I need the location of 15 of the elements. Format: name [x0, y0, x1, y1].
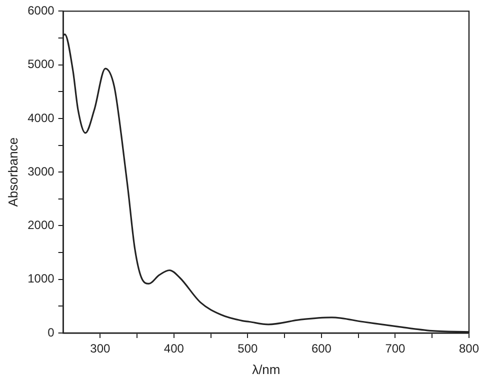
x-tick-label: 600	[311, 342, 332, 356]
x-tick-label: 500	[238, 342, 258, 356]
y-tick-label: 6000	[28, 4, 55, 18]
x-tick-label: 800	[458, 342, 480, 356]
y-tick-label: 0	[48, 325, 55, 340]
x-tick-label: 700	[385, 342, 406, 356]
y-tick-label: 3000	[28, 164, 55, 178]
x-tick-label: 400	[164, 342, 184, 356]
x-axis-title: λ/nm	[252, 362, 280, 377]
y-axis-title: Absorbance	[5, 137, 20, 207]
y-tick-label: 5000	[28, 57, 55, 72]
y-tick-label: 4000	[28, 110, 55, 125]
x-tick-label: 300	[90, 342, 111, 356]
y-tick-label: 2000	[28, 218, 55, 232]
y-tick-label: 1000	[28, 272, 55, 286]
